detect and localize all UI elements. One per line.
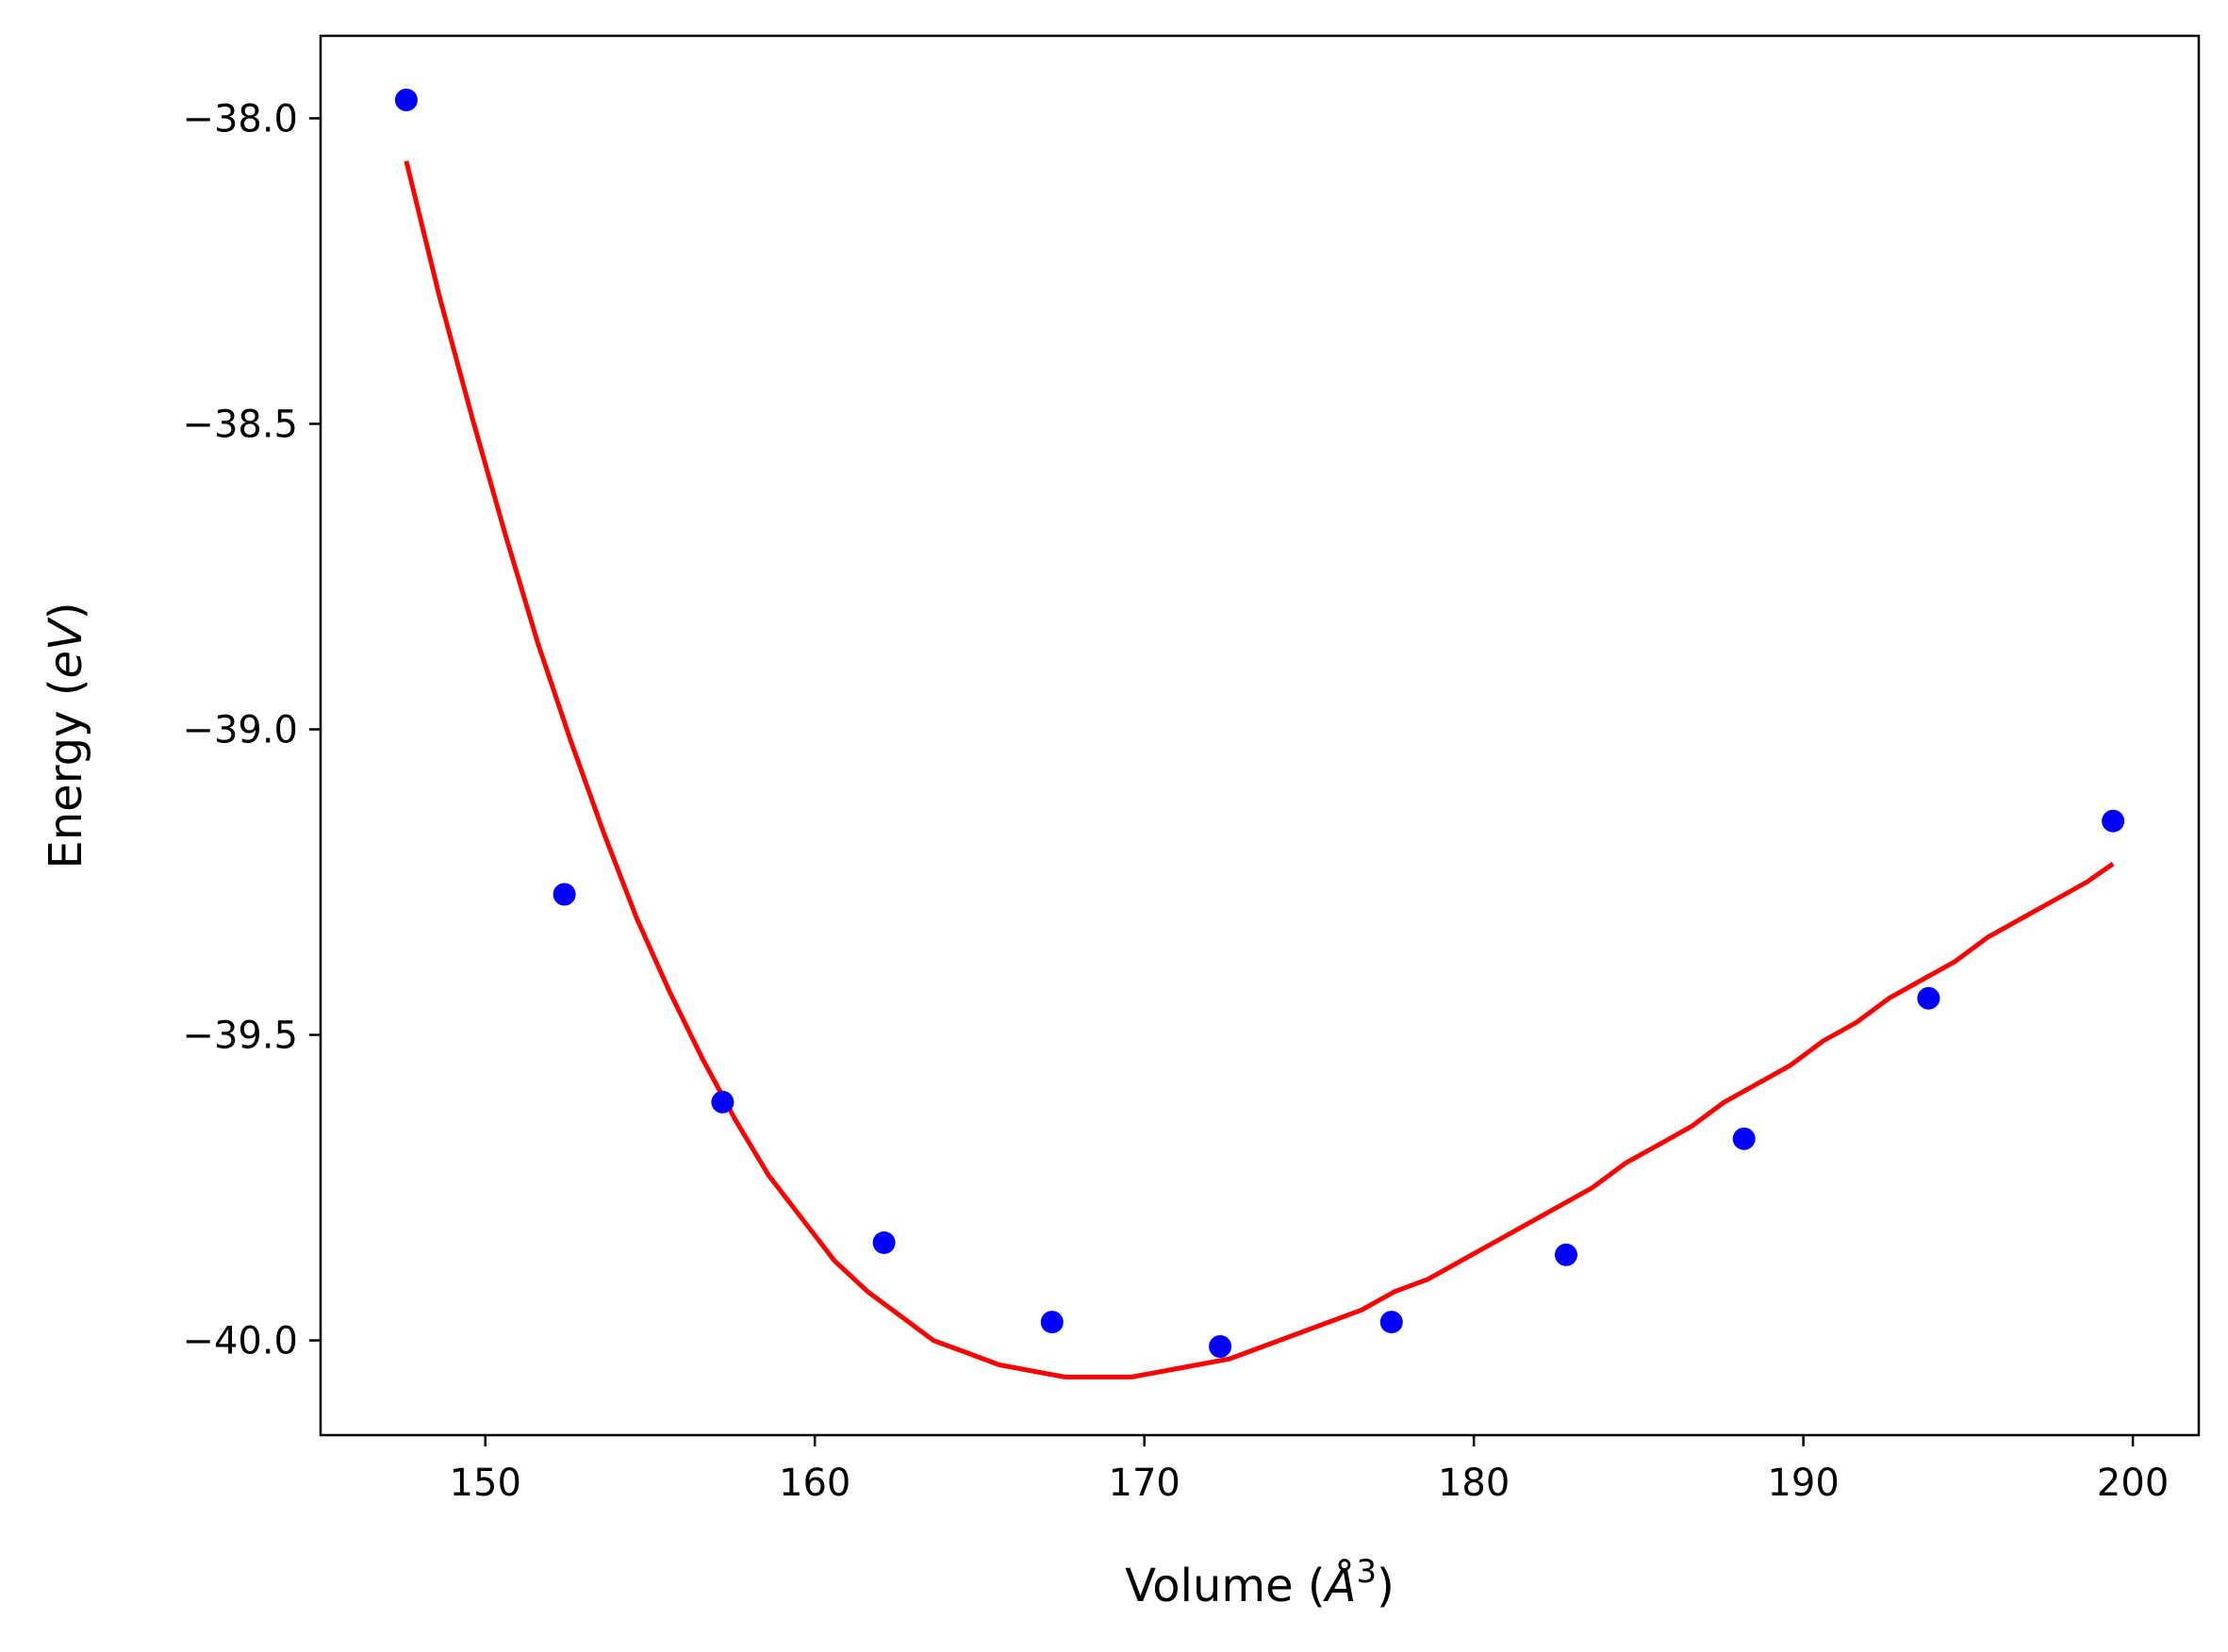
data-point [1917,986,1940,1010]
y-axis-ticks: −38.0 −38.5 −39.0 −39.5 −40.0 [182,97,321,1363]
data-points-layer [394,89,2125,1358]
x-tick-label: 150 [450,1462,521,1505]
data-point [1209,1335,1232,1358]
x-tick-label: 200 [2097,1462,2169,1505]
data-point [711,1090,734,1114]
data-point [394,89,418,111]
y-tick-label: −40.0 [182,1320,298,1363]
plot-area-frame [319,34,2201,1437]
data-point [1555,1243,1577,1266]
y-axis-label: Energy (eV) [40,602,92,868]
data-point [1379,1311,1403,1334]
fit-curve-layer [404,160,2115,1379]
data-point [2102,809,2125,833]
y-tick-label: −38.0 [182,97,298,140]
data-point [1040,1311,1064,1334]
y-tick-label: −39.0 [182,709,298,752]
x-tick-label: 160 [779,1462,850,1505]
x-axis-label: Volume (Å3) [1125,1553,1395,1612]
data-point [872,1231,896,1254]
y-tick-label: −39.5 [182,1015,298,1058]
x-tick-label: 170 [1109,1462,1180,1505]
data-point [1732,1127,1756,1150]
x-axis-ticks: 150 160 170 180 190 200 [450,1435,2169,1505]
fit-curve-line [404,160,2115,1379]
x-tick-label: 190 [1767,1462,1839,1505]
y-tick-label: −38.5 [182,404,298,447]
x-tick-label: 180 [1438,1462,1510,1505]
data-point [553,883,576,906]
